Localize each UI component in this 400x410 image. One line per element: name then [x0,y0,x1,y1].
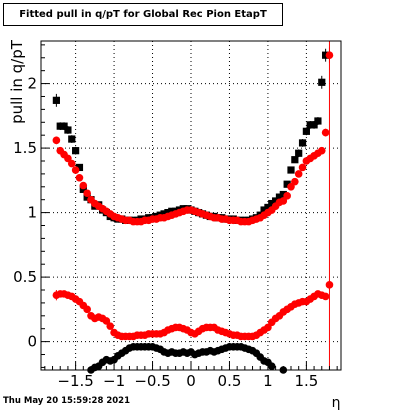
data-point [75,173,84,182]
y-tick-label: 1.5 [13,139,37,157]
data-point [83,189,91,198]
data-point [314,117,322,125]
data-point [321,128,330,137]
data-point [306,121,314,129]
data-point [272,197,280,205]
data-point [79,181,88,190]
data-point [283,192,291,200]
series-2 [52,279,334,341]
data-point [264,203,272,212]
data-point [79,185,87,193]
data-point [260,206,268,214]
data-point [68,135,76,143]
series-3 [87,342,288,374]
data-point [291,177,299,186]
chart-title: Fitted pull in q/pT for Global Rec Pion … [3,3,283,26]
data-point [310,121,318,129]
data-point [294,170,303,178]
x-tick-label: 1.5 [294,372,318,390]
x-tick-label: −1 [103,372,125,390]
data-point [72,147,80,155]
data-point [64,126,72,134]
data-point [291,156,299,164]
data-point [298,139,307,147]
data-point [164,208,172,217]
data-point [83,305,91,314]
data-point [275,193,284,201]
series-1 [52,47,334,226]
data-point [267,362,276,370]
data-point [83,193,91,201]
data-point [302,127,310,135]
data-point [56,122,64,130]
data-point [52,136,61,145]
x-tick-label: 1 [263,372,273,390]
data-point [318,78,326,86]
data-series [52,47,334,374]
x-tick-label: 0.5 [218,372,242,390]
data-point [52,96,60,104]
data-point [295,149,303,157]
data-point [268,199,276,208]
data-point [283,180,291,188]
x-tick-label: −1.5 [57,372,93,390]
data-point [287,166,295,174]
y-tick-label: 0.5 [13,268,37,286]
data-point [160,210,168,218]
x-axis-label: η [332,395,341,410]
data-point [321,292,330,301]
y-tick-label: 2 [27,75,37,93]
grid [41,41,341,370]
data-point [71,166,80,174]
timestamp: Thu May 20 15:59:28 2021 [3,396,130,406]
data-point [67,159,76,168]
x-tick-label: −0.5 [134,372,170,390]
x-tick-label: 0 [186,372,196,390]
y-tick-label: 1 [27,204,37,222]
y-tick-label: 0 [27,333,37,351]
data-point [279,190,287,199]
data-point [106,322,115,330]
data-point [317,146,326,155]
data-point [325,281,334,289]
axis-ticks: −1.5 −1 −0.5 0 0.5 1 1.5 0 0.5 1 1.5 2 [13,44,338,390]
data-point [325,51,334,59]
data-point [298,163,307,172]
data-point [168,207,176,215]
y-axis-label: pull in q/pT [8,39,26,124]
data-point [75,163,84,172]
data-point [322,51,330,59]
data-point [60,122,68,130]
